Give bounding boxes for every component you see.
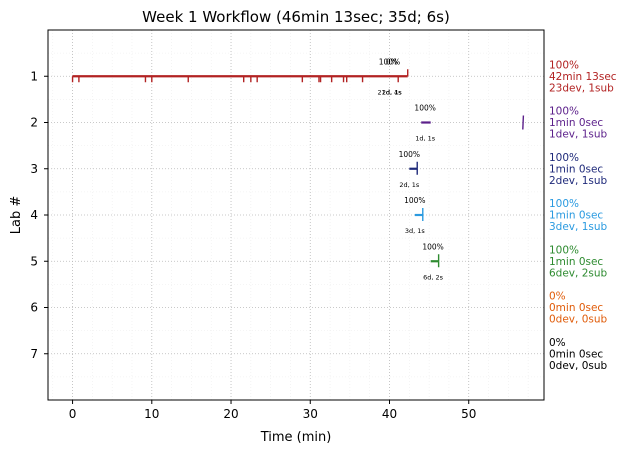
y-tick-label: 4 bbox=[30, 208, 38, 222]
lab-6-stat-line: 0dev, 0sub bbox=[549, 314, 608, 326]
x-tick-label: 50 bbox=[461, 407, 476, 421]
lab-6-stat-line: 0min 0sec bbox=[549, 302, 603, 314]
lab-2-stat-line: 100% bbox=[549, 106, 579, 118]
axes-layer: 0 10 20 30 40 50 1 2 3 4 5 6 7 bbox=[30, 29, 545, 421]
y-axis-label: Lab # bbox=[9, 196, 24, 235]
lab-1-stat-line: 100% bbox=[549, 59, 579, 71]
chart-title: Week 1 Workflow (46min 13sec; 35d; 6s) bbox=[142, 8, 450, 26]
x-tick-label: 20 bbox=[223, 407, 238, 421]
y-tick-label: 6 bbox=[30, 301, 38, 315]
y-tick-label: 5 bbox=[30, 254, 38, 268]
lab-4-stat-line: 3dev, 1sub bbox=[549, 221, 608, 233]
lab-6-stat-line: 0% bbox=[549, 291, 566, 303]
x-tick-label: 30 bbox=[303, 407, 318, 421]
lab-5-annotation-counts: 6d, 2s bbox=[423, 273, 444, 281]
lab-3-annotation-percent: 100% bbox=[399, 150, 420, 159]
lab-4-stat-line: 1min 0sec bbox=[549, 210, 603, 222]
lab-2-annotation-percent: 100% bbox=[414, 104, 435, 113]
lab-5-annotation-percent: 100% bbox=[422, 242, 443, 251]
lab-7-stat-line: 0dev, 0sub bbox=[549, 360, 608, 372]
marks-layer: 100% 21d, 4s 0% 2d, 1s 100% 1d, 1s 100% 2d, 1s 1… bbox=[71, 57, 525, 281]
lab-1-annotation-counts: 21d, 4s bbox=[377, 88, 402, 96]
lab-1-stat-line: 42min 13sec bbox=[549, 71, 617, 83]
lab-1-annotation-percent: 100% bbox=[379, 57, 400, 66]
lab-3-stat-line: 1min 0sec bbox=[549, 163, 603, 175]
lab-4-annotation-counts: 3d, 1s bbox=[405, 227, 426, 235]
lab-5-stat-line: 6dev, 2sub bbox=[549, 267, 608, 279]
lab-2-marker bbox=[522, 115, 525, 130]
lab-2-stat-line: 1min 0sec bbox=[549, 117, 603, 129]
lab-5-stat-line: 1min 0sec bbox=[549, 256, 603, 268]
y-tick-label: 7 bbox=[30, 347, 38, 361]
x-tick-label: 40 bbox=[382, 407, 397, 421]
lab-3-stat-line: 2dev, 1sub bbox=[549, 175, 608, 187]
lab-2-annotation-counts: 1d, 1s bbox=[415, 135, 436, 143]
x-tick-label: 10 bbox=[144, 407, 159, 421]
lab-2-stat-line: 1dev, 1sub bbox=[549, 129, 608, 141]
lab-3-annotation-counts: 2d, 1s bbox=[399, 181, 420, 189]
grid-layer bbox=[48, 30, 544, 400]
plot-frame bbox=[47, 29, 545, 401]
lab-4-annotation-percent: 100% bbox=[404, 196, 425, 205]
y-tick-label: 2 bbox=[30, 116, 38, 130]
lab-1-annotation-counts: 2d, 1s bbox=[382, 88, 403, 96]
y-tick-label: 1 bbox=[30, 69, 38, 83]
x-axis-label: Time (min) bbox=[260, 430, 332, 445]
lab-7-stat-line: 0min 0sec bbox=[549, 348, 603, 360]
lab-5-stat-line: 100% bbox=[549, 244, 579, 256]
lab-1-stat-line: 23dev, 1sub bbox=[549, 82, 614, 94]
lab-7-stat-line: 0% bbox=[549, 337, 566, 349]
lab-4-stat-line: 100% bbox=[549, 198, 579, 210]
lab-3-stat-line: 100% bbox=[549, 152, 579, 164]
x-tick-label: 0 bbox=[69, 407, 77, 421]
y-tick-label: 3 bbox=[30, 162, 38, 176]
lab-1-annotation-percent: 0% bbox=[386, 57, 398, 66]
